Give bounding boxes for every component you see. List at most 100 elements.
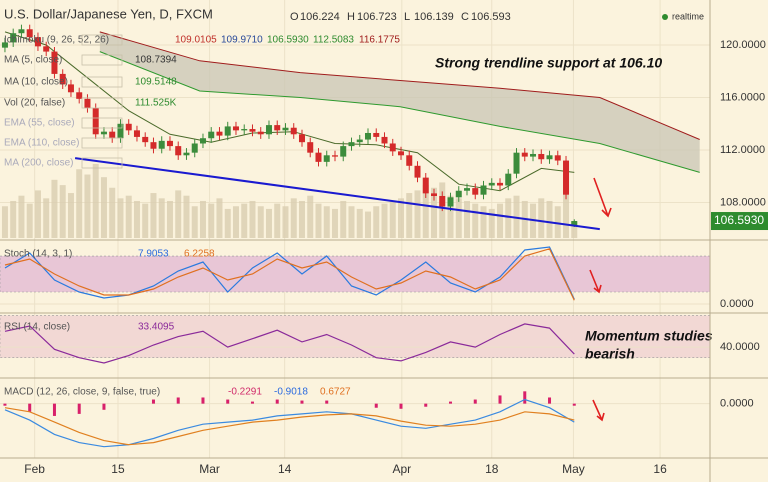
candle-body	[290, 127, 297, 135]
y-tick-label: 112.0000	[720, 144, 765, 156]
legend-value: 0.6727	[320, 387, 351, 398]
ohlc-text: 106.593	[471, 11, 511, 23]
legend-value: 112.5083	[313, 35, 354, 46]
candle-body	[1, 42, 8, 48]
indicator-line	[4, 407, 575, 446]
x-tick-label: 14	[278, 462, 292, 476]
candle-body	[447, 197, 454, 207]
candle-body	[348, 142, 355, 147]
histogram-bar	[52, 403, 56, 416]
volume-bar	[76, 169, 83, 238]
candle-body	[265, 125, 272, 135]
x-tick-label: Mar	[199, 462, 220, 476]
volume-bar	[125, 195, 132, 238]
histogram-bar	[325, 400, 329, 404]
candle-body	[480, 185, 487, 195]
candle-body	[59, 73, 66, 85]
volume-bar	[414, 190, 421, 238]
volume-bar	[298, 200, 305, 238]
candle-body	[298, 134, 305, 143]
candle-body	[497, 182, 504, 186]
volume-bar	[265, 208, 272, 238]
volume-bar	[563, 193, 570, 238]
legend-label: MA (10, close)	[4, 77, 68, 88]
histogram-bar	[572, 403, 576, 406]
x-tick-label: Feb	[24, 462, 45, 476]
volume-bar	[431, 187, 438, 238]
y-tick-label: 116.0000	[720, 91, 765, 103]
candle-body	[488, 182, 495, 186]
candle-body	[117, 123, 124, 139]
legend-icons	[81, 157, 123, 169]
volume-bar	[51, 179, 58, 238]
volume-bar	[183, 195, 190, 238]
histogram-bar	[275, 399, 279, 404]
volume-bar	[274, 203, 281, 238]
candle-body	[340, 146, 347, 157]
volume-bar	[109, 187, 116, 238]
volume-bar	[166, 200, 173, 238]
candle-body	[331, 155, 338, 157]
legend-label: Vol (20, false)	[4, 98, 65, 109]
volume-bar	[389, 200, 396, 238]
volume-bar	[546, 200, 553, 238]
y-tick-label: 0.0000	[720, 398, 754, 410]
candle-body	[18, 29, 25, 34]
histogram-bar	[151, 399, 155, 404]
candle-body	[109, 131, 116, 139]
candle-body	[406, 155, 413, 166]
volume-bar	[191, 206, 198, 238]
band	[0, 255, 711, 293]
volume-bar	[158, 198, 165, 238]
volume-bar	[315, 203, 322, 238]
legend-icons	[81, 76, 123, 88]
volume-bar	[381, 203, 388, 238]
candle-body	[307, 142, 314, 153]
histogram-bar	[77, 403, 81, 414]
legend-icons	[81, 54, 123, 66]
annotation: Momentum studies	[585, 328, 713, 344]
histogram-bar	[102, 403, 106, 410]
volume-bar	[571, 222, 578, 238]
candle-body	[34, 37, 41, 47]
candle-body	[513, 152, 520, 174]
volume-bar	[472, 203, 479, 238]
candle-body	[51, 51, 58, 74]
indicator-line	[4, 398, 575, 448]
ohlc-text: 106.139	[414, 11, 454, 23]
volume-bar	[175, 190, 182, 238]
candle-body	[455, 190, 462, 198]
legend-value: 109.9710	[221, 35, 263, 46]
histogram-bar	[300, 400, 304, 404]
x-tick-label: 18	[485, 462, 499, 476]
candle-body	[381, 136, 388, 144]
histogram-bar	[250, 401, 254, 404]
ohlc-text: C	[461, 11, 469, 23]
y-tick-label: 120.0000	[720, 39, 766, 51]
legend-label: MA (5, close)	[4, 55, 62, 66]
volume-bar	[10, 200, 17, 238]
volume-bar	[331, 208, 338, 238]
volume-bar	[142, 203, 149, 238]
candle-body	[142, 136, 149, 143]
volume-bar	[208, 203, 215, 238]
histogram-bar	[498, 395, 502, 404]
volume-bar	[26, 203, 33, 238]
legend-value: 106.5930	[267, 35, 309, 46]
candle-body	[183, 152, 190, 156]
ohlc-text: H	[347, 11, 355, 23]
trendline	[74, 157, 600, 231]
histogram-bar	[548, 397, 552, 404]
candle-body	[67, 84, 74, 93]
candle-body	[158, 140, 165, 149]
candle-body	[199, 138, 206, 144]
histogram-bar	[176, 397, 180, 404]
candle-body	[472, 188, 479, 195]
candle-body	[439, 195, 446, 207]
annotation: bearish	[585, 346, 635, 362]
volume-bar	[488, 208, 495, 238]
volume-bar	[464, 200, 471, 238]
candle-body	[208, 131, 215, 139]
indicator-line	[99, 51, 700, 173]
histogram-bar	[523, 391, 527, 404]
